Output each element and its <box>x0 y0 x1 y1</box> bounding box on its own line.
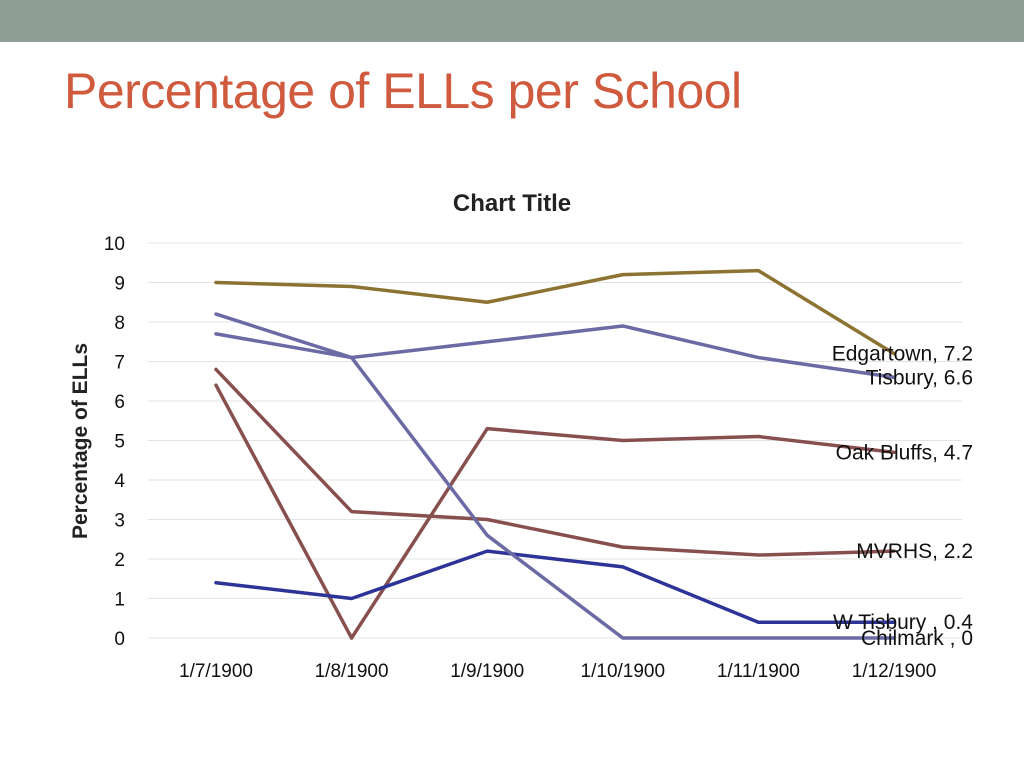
x-tick-label: 1/11/1900 <box>717 661 800 682</box>
top-bar <box>0 0 1024 42</box>
y-axis-ticks: 0 1 2 3 4 5 6 7 8 9 10 <box>104 234 126 650</box>
data-label-chilmark: Chilmark , 0 <box>861 627 973 650</box>
series-line-w-tisbury <box>214 549 896 624</box>
data-label-tisbury: Tisbury, 6.6 <box>866 366 973 389</box>
chart-title: Chart Title <box>453 190 571 217</box>
series-lines <box>214 268 896 640</box>
series-line-mvrhs <box>214 367 896 557</box>
y-tick-label: 0 <box>114 629 125 650</box>
series-line-edgartown <box>214 268 896 356</box>
y-tick-label: 3 <box>114 511 125 532</box>
x-tick-label: 1/9/1900 <box>450 661 524 682</box>
y-tick-label: 7 <box>114 353 125 374</box>
y-tick-label: 6 <box>114 392 125 413</box>
slide-title: Percentage of ELLs per School <box>64 63 742 119</box>
y-tick-label: 10 <box>104 234 125 255</box>
series-line-chilmark <box>214 312 896 640</box>
series-line-tisbury <box>214 324 896 380</box>
data-label-w-tisbury: W Tisbury , 0.4 <box>833 611 973 634</box>
series-line-oak-bluffs <box>214 383 896 640</box>
x-tick-label: 1/8/1900 <box>315 661 389 682</box>
y-tick-label: 9 <box>114 274 125 295</box>
x-tick-label: 1/7/1900 <box>179 661 253 682</box>
y-tick-label: 5 <box>114 432 125 453</box>
data-label-edgartown: Edgartown, 7.2 <box>832 343 973 366</box>
y-tick-label: 4 <box>114 471 125 492</box>
y-tick-label: 2 <box>114 550 125 571</box>
x-axis-ticks: 1/7/1900 1/8/1900 1/9/1900 1/10/1900 1/11/19… <box>179 661 936 682</box>
y-axis-label: Percentage of ELLs <box>69 343 92 539</box>
x-tick-label: 1/12/1900 <box>852 661 937 682</box>
data-label-mvrhs: MVRHS, 2.2 <box>856 540 973 563</box>
y-tick-label: 8 <box>114 313 125 334</box>
data-label-oak-bluffs: Oak Bluffs, 4.7 <box>836 441 973 464</box>
y-tick-label: 1 <box>114 590 125 611</box>
x-tick-label: 1/10/1900 <box>581 661 666 682</box>
